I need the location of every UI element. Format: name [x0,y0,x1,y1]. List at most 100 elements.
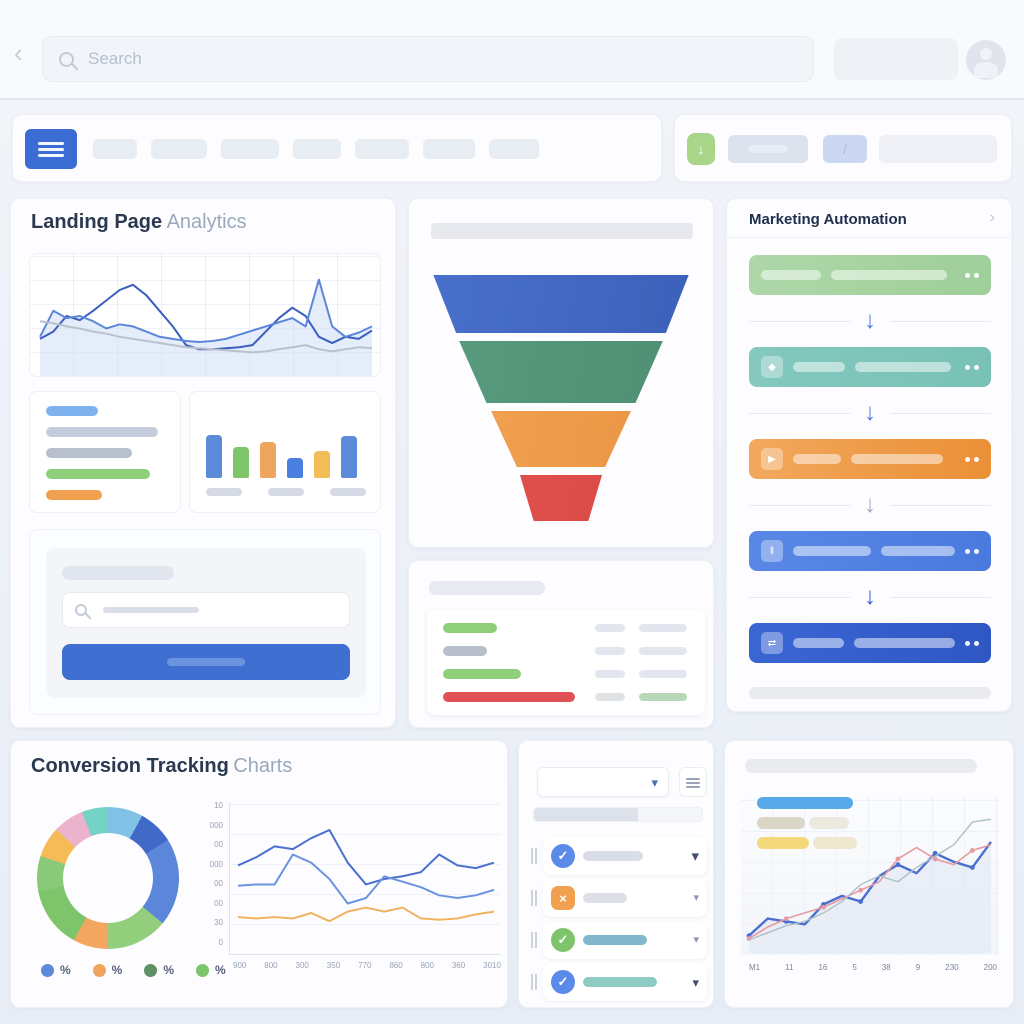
drag-handle[interactable] [531,890,533,906]
bar-chart [206,408,366,478]
nav-tab-placeholder[interactable] [93,139,137,159]
report-value-placeholder [595,647,625,655]
chevron-right-icon[interactable]: › [989,209,995,226]
funnel-panel [408,198,714,548]
x-tick-label: 5 [852,963,857,972]
report-list-panel [408,560,714,728]
y-tick-label: 00 [214,840,223,849]
task-label-placeholder [583,977,657,987]
panel-title: Marketing Automation [749,211,907,228]
x-tick-label: 800 [264,961,278,970]
chevron-down-icon[interactable]: ▾ [693,933,699,946]
checklist-row[interactable]: ✓ ▾ [531,921,707,959]
more-dots-icon[interactable] [965,456,979,462]
flow-connector: ↓ [749,303,991,339]
nav-tab-placeholder[interactable] [221,139,279,159]
nav-toolbar [12,114,662,182]
workflow-step[interactable]: ‖ [749,531,991,571]
arrow-down-icon: ↓ [864,491,876,518]
step-label-placeholder [793,454,841,464]
search-bar[interactable] [42,36,814,82]
workflow-step[interactable]: ⇄ [749,623,991,663]
metric-line-placeholder [46,448,132,458]
back-chevron-icon[interactable]: ‹ [14,38,23,68]
workflow-step[interactable]: ◆ [749,347,991,387]
check-icon: ✓ [551,928,575,952]
nav-secondary-pill[interactable] [879,135,997,163]
report-value-placeholder [595,624,625,632]
workflow-step[interactable] [749,255,991,295]
metrics-list-card[interactable] [29,391,181,513]
drag-handle[interactable] [531,932,533,948]
bar-chart-labels [206,488,366,496]
filter-dropdown[interactable]: ▾ [537,767,669,797]
metric-line-placeholder [46,406,98,416]
shortcut-button[interactable]: / [823,135,867,163]
nav-tab-placeholder[interactable] [293,139,341,159]
checklist-row[interactable]: × ▾ [531,879,707,917]
conversion-line-chart[interactable] [229,803,501,955]
funnel-segment[interactable] [491,411,631,467]
nav-tab-placeholder[interactable] [489,139,539,159]
funnel-segment[interactable] [459,341,663,403]
chevron-down-icon[interactable]: ▾ [692,974,699,990]
button-label-placeholder [167,658,245,666]
more-dots-icon[interactable] [965,548,979,554]
report-bar [443,692,575,702]
header-action-button[interactable] [834,38,958,80]
bar-chart-card[interactable] [189,391,381,513]
funnel-segment[interactable] [433,275,689,333]
funnel-segment[interactable] [519,475,603,521]
report-value-placeholder [639,693,687,701]
share-donut-chart[interactable] [37,807,179,949]
task-label-placeholder [583,851,643,861]
report-value-placeholder [639,647,687,655]
marketing-automation-panel: Marketing Automation › ↓ ◆ ↓ ▶ ↓ ‖ ↓ ⇄ [726,198,1012,712]
legend-bar-blue [757,797,853,809]
landing-analytics-panel: Landing Page Analytics [10,198,396,728]
legend-dot-icon [41,963,54,977]
x-tick-label: M1 [749,963,761,972]
check-icon: ✓ [551,844,575,868]
nav-action-pill[interactable] [728,135,808,163]
x-tick-label: 360 [451,961,466,970]
y-tick-label: 0 [218,937,223,947]
y-axis-ticks: 10 000 00 000 00 00 30 0 [197,801,223,957]
chevron-down-icon[interactable]: ▾ [691,847,699,865]
workflow-step[interactable]: ▶ [749,439,991,479]
x-tick-label: 9 [915,963,921,972]
avatar[interactable] [966,40,1006,80]
nav-tab-placeholder[interactable] [355,139,409,159]
growth-chart-panel: M1 11 16 5 38 9 230 200 [724,740,1014,1008]
traffic-line-chart[interactable] [29,253,381,377]
legend-item: % [41,963,71,977]
progress-fill [534,808,639,821]
nav-tab-placeholder[interactable] [423,139,475,159]
more-dots-icon[interactable] [965,364,979,370]
workflow-footer-placeholder [749,687,991,699]
submit-button[interactable] [62,644,350,680]
nav-tab-placeholder[interactable] [151,139,207,159]
arrow-down-icon: ↓ [697,141,705,157]
download-button[interactable]: ↓ [687,133,715,165]
title-bold: Landing Page [31,211,163,233]
x-tick-label: 300 [295,961,309,970]
x-axis-ticks: 900 800 300 350 770 860 800 360 3010 [233,961,501,970]
form-title-placeholder [62,566,174,580]
merge-icon: ⇄ [761,632,783,654]
arrow-down-icon: ↓ [864,307,876,334]
list-menu-button[interactable] [679,767,707,797]
more-dots-icon[interactable] [965,272,979,278]
checklist-row[interactable]: ✓ ▾ [531,963,707,1001]
more-dots-icon[interactable] [965,640,979,646]
legend-label: % [163,963,175,977]
form-search-field[interactable] [62,592,350,628]
menu-button[interactable] [25,129,77,169]
search-input[interactable] [88,49,797,69]
checklist-row[interactable]: ✓ ▾ [531,837,707,875]
drag-handle[interactable] [531,974,533,990]
legend-dot-icon [196,963,210,977]
report-rows-card[interactable] [427,609,705,715]
drag-handle[interactable] [531,848,533,864]
chevron-down-icon[interactable]: ▾ [693,891,699,904]
